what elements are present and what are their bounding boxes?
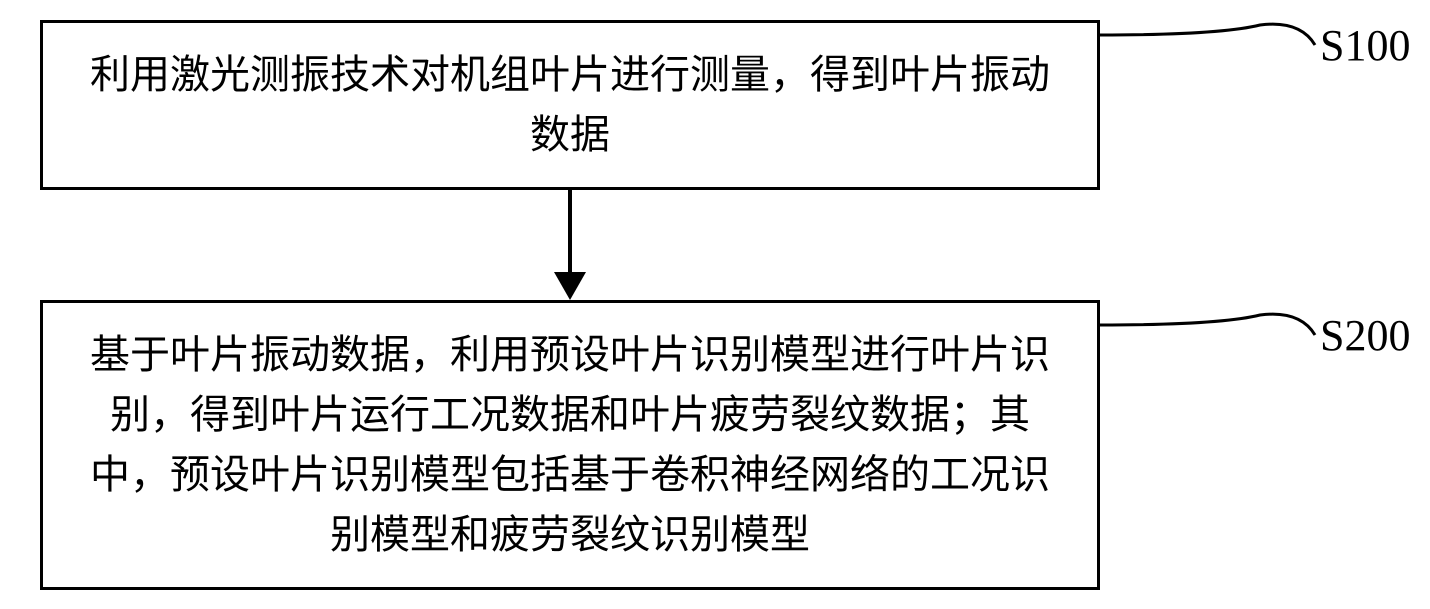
step-s200-text: 基于叶片振动数据，利用预设叶片识别模型进行叶片识别，得到叶片运行工况数据和叶片疲… [73,325,1067,565]
step-label-s100: S100 [1320,20,1410,71]
step-s100-text: 利用激光测振技术对机组叶片进行测量，得到叶片振动数据 [73,45,1067,165]
flowchart-arrow-head [554,272,586,300]
flowchart-step-s100: 利用激光测振技术对机组叶片进行测量，得到叶片振动数据 [40,20,1100,190]
label-connector-s200 [1100,310,1320,370]
flowchart-arrow [568,190,572,278]
label-connector-s100 [1100,20,1320,80]
step-label-s200: S200 [1320,310,1410,361]
flowchart-step-s200: 基于叶片振动数据，利用预设叶片识别模型进行叶片识别，得到叶片运行工况数据和叶片疲… [40,300,1100,590]
